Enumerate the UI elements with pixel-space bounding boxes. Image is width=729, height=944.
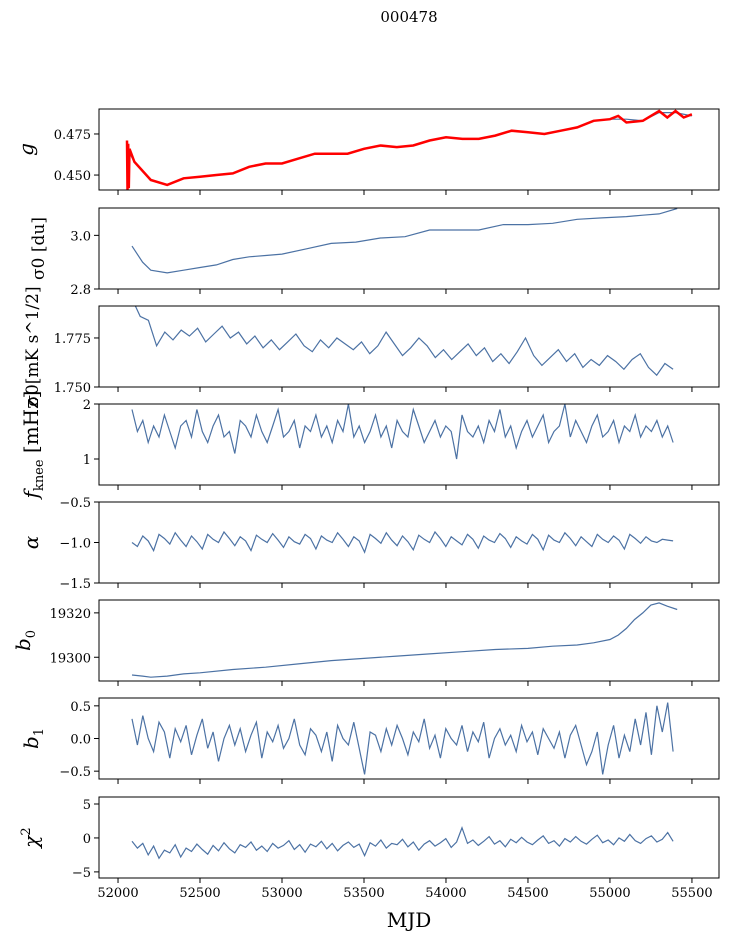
panel-frame — [98, 108, 720, 191]
y-axis-label: α — [19, 535, 43, 549]
series-line-b1 — [131, 702, 674, 775]
panel-frame — [98, 599, 720, 682]
y-tick-label: 0.5 — [70, 700, 91, 715]
x-tick-label: 53000 — [261, 886, 302, 901]
panel-frame — [98, 403, 720, 486]
series-line-g — [126, 112, 693, 186]
y-tick-label: −0.5 — [59, 496, 91, 511]
x-tick-label: 55000 — [589, 886, 630, 901]
y-tick-label: −0.5 — [59, 765, 91, 780]
x-tick-label: 52500 — [179, 886, 220, 901]
x-tick-label: 52000 — [97, 886, 138, 901]
y-axis-label: b0 — [11, 630, 39, 651]
y-tick-label: 2.8 — [70, 283, 91, 298]
series-line-sigma0_du — [131, 208, 678, 274]
series-line-alpha — [131, 530, 674, 554]
x-tick-label: 55500 — [671, 886, 712, 901]
y-tick-label: 3.0 — [70, 229, 91, 244]
series-line-sigma0_mK — [134, 306, 674, 377]
y-axis-label: σ0[mK s^1/2] — [23, 286, 43, 406]
y-tick-label: −1.0 — [59, 537, 91, 552]
y-tick-label: 0 — [83, 832, 91, 847]
y-axis-label: σ0 [du] — [29, 217, 49, 280]
panel-frame — [98, 796, 720, 879]
y-tick-label: 0.450 — [54, 169, 91, 184]
y-axis-label: fknee [mHz] — [19, 391, 47, 501]
x-tick-label: 54500 — [507, 886, 548, 901]
series-line-g_fit — [125, 109, 693, 190]
y-tick-label: 0.475 — [54, 128, 91, 143]
figure-title: 000478 — [380, 8, 438, 26]
y-tick-label: 0.0 — [70, 733, 91, 748]
y-tick-label: 19300 — [50, 651, 91, 666]
y-tick-label: 1 — [83, 453, 91, 468]
x-tick-label: 54000 — [425, 886, 466, 901]
y-tick-label: −1.5 — [59, 577, 91, 592]
y-tick-label: 2 — [83, 398, 91, 413]
series-line-fknee — [131, 404, 674, 460]
series-line-chi2 — [131, 826, 674, 860]
y-tick-label: 19320 — [50, 607, 91, 622]
y-axis-label: g — [14, 143, 38, 156]
y-axis-label: b1 — [19, 728, 47, 749]
y-tick-label: −5 — [72, 866, 91, 881]
y-tick-label: 1.775 — [54, 332, 91, 347]
panel-frame — [98, 207, 720, 290]
y-axis-label: χ2 — [19, 827, 43, 849]
x-axis-label: MJD — [386, 908, 432, 932]
x-tick-label: 53500 — [343, 886, 384, 901]
y-tick-label: 5 — [83, 798, 91, 813]
y-tick-label: 1.750 — [54, 381, 91, 396]
panel-frame — [98, 305, 720, 388]
series-line-b0 — [131, 602, 678, 678]
